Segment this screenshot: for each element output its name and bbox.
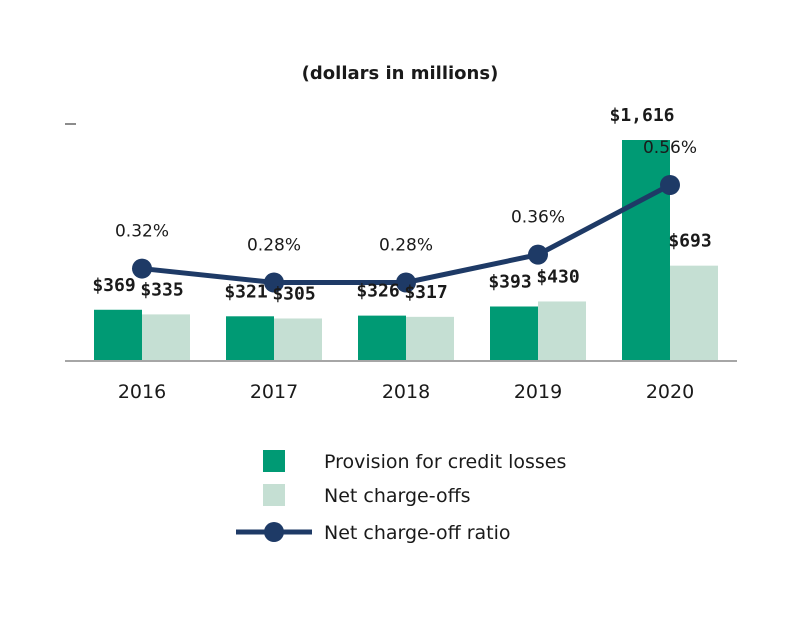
ratio-line-layer [132,175,680,293]
ratio-point-2018 [396,272,416,293]
ratio-point-2016 [132,258,152,279]
data-label-ratio-2020: 0.56% [643,138,697,158]
ratio-point-2020 [660,175,680,195]
x-tick-2020: 2020 [646,381,694,403]
legend-swatch-ratio-marker [264,522,284,542]
ratio-point-2017 [264,272,284,293]
data-label-provision-2019: $393 [488,271,531,292]
bar-net-charge-offs-2019 [538,301,586,360]
data-label-provision-2016: $369 [92,275,135,296]
bar-provision-2018 [358,315,406,360]
x-tick-2016: 2016 [118,381,166,403]
labels-layer: $369 $335 0.32% $321 $305 0.28% $326 $317 0.28% $… [92,105,711,304]
data-label-net-charge-offs-2020: $693 [668,231,711,252]
data-label-ratio-2018: 0.28% [379,236,433,256]
data-label-net-charge-offs-2019: $430 [536,266,579,287]
data-label-provision-2017: $321 [224,281,267,302]
x-tick-2019: 2019 [514,381,562,403]
data-label-ratio-2017: 0.28% [247,236,301,256]
bar-provision-2019 [490,306,538,360]
chart-subtitle: (dollars in millions) [302,63,499,84]
legend-label-provision-for-credit-losses: Provision for credit losses [324,451,566,473]
bar-net-charge-offs-2017 [274,318,322,360]
bar-net-charge-offs-2016 [142,314,190,360]
bars-layer [94,140,718,360]
x-tick-2018: 2018 [382,381,430,403]
data-label-ratio-2019: 0.36% [511,208,565,228]
x-tick-2017: 2017 [250,381,298,403]
data-label-net-charge-offs-2018: $317 [404,282,447,303]
data-label-net-charge-offs-2017: $305 [272,283,315,304]
legend: Provision for credit losses Net charge-of… [236,450,566,544]
legend-swatch-provision [263,450,285,472]
legend-label-net-charge-off-ratio: Net charge-off ratio [324,522,511,544]
ratio-line [139,182,673,285]
bar-provision-2020 [622,140,670,360]
legend-label-net-charge-offs: Net charge-offs [324,485,471,507]
data-label-net-charge-offs-2016: $335 [140,279,183,300]
bar-net-charge-offs-2018 [406,316,454,360]
x-tick-labels: 2016 2017 2018 2019 2020 [118,381,694,403]
bar-provision-2017 [226,316,274,360]
bar-provision-2016 [94,309,142,360]
data-label-provision-2020: $1,616 [609,105,674,126]
legend-swatch-net-charge-offs [263,484,285,506]
ratio-point-2019 [528,244,548,265]
bar-net-charge-offs-2020 [670,265,718,360]
data-label-ratio-2016: 0.32% [115,222,169,242]
data-label-provision-2018: $326 [356,281,399,302]
